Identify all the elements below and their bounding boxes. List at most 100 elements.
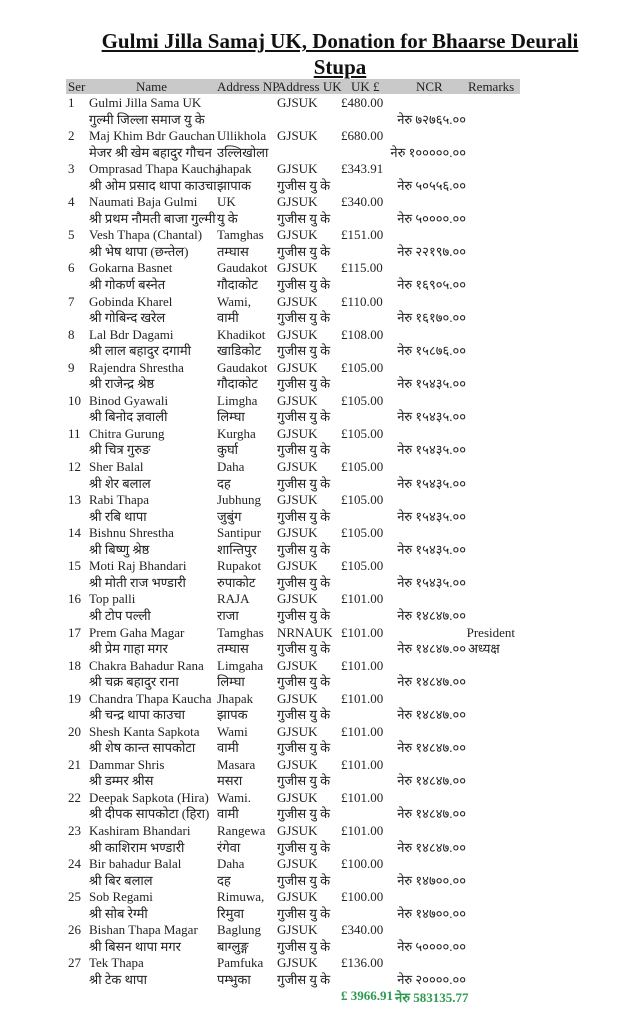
amount-ncr: नेरु १५४३५.०० bbox=[397, 475, 466, 491]
address-uk-en: GJSUK bbox=[277, 492, 318, 508]
table-row: 26 Bishan Thapa Magar श्री बिसन थापा मगर Ba… bbox=[0, 922, 623, 955]
table-row: 5 Vesh Thapa (Chantal) श्री भेष थापा (छन्त… bbox=[0, 227, 623, 260]
amount-gbp: £105.00 bbox=[341, 558, 384, 574]
name-en: Omprasad Thapa Kaucha bbox=[89, 161, 221, 177]
address-np-np: उल्लिखोला bbox=[217, 144, 269, 160]
table-row: 19 Chandra Thapa Kaucha श्री चन्द्र थापा क… bbox=[0, 691, 623, 724]
amount-gbp: £100.00 bbox=[341, 856, 384, 872]
address-np-en: jhapak bbox=[217, 161, 252, 177]
address-uk-np: गुजीस यु के bbox=[277, 177, 331, 193]
name-np: श्री टोप पल्ली bbox=[89, 607, 151, 623]
address-np-np: झापाक bbox=[217, 177, 251, 193]
address-np-en: Wami. bbox=[217, 789, 251, 805]
table-row: 22 Deepak Sapkota (Hira) श्री दीपक सापकोटा… bbox=[0, 790, 623, 823]
ser: 13 bbox=[68, 492, 81, 508]
address-uk-np: गुजीस यु के bbox=[277, 442, 331, 458]
ser: 7 bbox=[68, 293, 75, 309]
address-np-np: जुबुंग bbox=[217, 508, 242, 524]
name-np: श्री प्रेम गाहा मगर bbox=[89, 641, 168, 656]
address-uk-en: GJSUK bbox=[277, 558, 318, 574]
table-row: 9 Rajendra Shrestha श्री राजेन्द्र श्रेष्ठ… bbox=[0, 360, 623, 393]
table-row: 17 Prem Gaha Magar श्री प्रेम गाहा मगर Tamg… bbox=[0, 625, 623, 658]
ser: 12 bbox=[68, 459, 81, 475]
name-en: Vesh Thapa (Chantal) bbox=[89, 227, 203, 243]
amount-ncr: नेरु १४८४७.०० bbox=[397, 773, 466, 789]
ser: 16 bbox=[68, 591, 81, 607]
ser: 9 bbox=[68, 359, 75, 375]
ser: 20 bbox=[68, 723, 81, 739]
address-uk-np: गुजीस यु के bbox=[277, 971, 331, 987]
address-np-en: Jubhung bbox=[217, 492, 262, 508]
address-np-np: तम्घास bbox=[217, 641, 249, 656]
ser: 11 bbox=[68, 425, 81, 441]
amount-gbp: £101.00 bbox=[341, 624, 384, 640]
table-row: 4 Naumati Baja Gulmi श्री प्रथम नौमती बाजा… bbox=[0, 194, 623, 227]
address-uk-en: GJSUK bbox=[277, 789, 318, 805]
amount-ncr: नेरु १४८४७.०० bbox=[397, 839, 466, 855]
name-en: Chakra Bahadur Rana bbox=[89, 657, 204, 673]
name-np: श्री गोबिन्द खरेल bbox=[89, 310, 166, 326]
address-uk-np: गुजीस यु के bbox=[277, 210, 331, 226]
address-np-np: झापक bbox=[217, 707, 248, 723]
total-ncr: नेरु 583135.77 bbox=[395, 990, 469, 1005]
name-np: श्री काशिराम भण्डारी bbox=[89, 839, 185, 855]
name-en: Dammar Shris bbox=[89, 756, 165, 772]
address-uk-np: गुजीस यु के bbox=[277, 475, 331, 491]
amount-gbp: £105.00 bbox=[341, 392, 384, 408]
address-uk-en: GJSUK bbox=[277, 459, 318, 475]
address-np-en: Rimuwa, bbox=[217, 889, 265, 905]
amount-gbp: £110.00 bbox=[341, 293, 383, 309]
address-np-np: बाग्लुङ्ग bbox=[217, 938, 249, 954]
amount-gbp: £100.00 bbox=[341, 889, 384, 905]
address-np-np: गौदाकोट bbox=[217, 376, 258, 392]
ser: 14 bbox=[68, 525, 81, 541]
address-uk-np: गुजीस यु के bbox=[277, 276, 331, 292]
name-np: श्री चन्द्र थापा काउचा bbox=[89, 707, 186, 723]
ser: 21 bbox=[68, 756, 81, 772]
address-np-en: Jhapak bbox=[217, 690, 254, 706]
name-np: श्री सोब रेग्मी bbox=[89, 905, 148, 921]
amount-ncr: नेरु १४८४७.०० bbox=[397, 707, 466, 723]
address-np-np: रंगेवा bbox=[217, 839, 241, 855]
ser: 15 bbox=[68, 558, 81, 574]
address-uk-np: गुजीस यु के bbox=[277, 607, 331, 623]
name-en: Sob Regami bbox=[89, 889, 153, 905]
ser: 5 bbox=[68, 227, 75, 243]
name-np: श्री शेष कान्त सापकोटा bbox=[89, 740, 196, 756]
amount-ncr: नेरु १४८४७.०० bbox=[397, 607, 466, 623]
ser: 4 bbox=[68, 194, 75, 210]
address-np-np: वामी bbox=[217, 310, 239, 326]
address-uk-en: GJSUK bbox=[277, 889, 318, 905]
address-uk-np: गुजीस यु के bbox=[277, 773, 331, 789]
table-row: 23 Kashiram Bhandari श्री काशिराम भण्डारी R… bbox=[0, 823, 623, 856]
address-uk-en: GJSUK bbox=[277, 194, 318, 210]
name-np: गुल्मी जिल्ला समाज यु के bbox=[89, 111, 205, 127]
address-np-en: Limgha bbox=[217, 392, 258, 408]
amount-gbp: £480.00 bbox=[341, 95, 384, 110]
address-np-en: Daha bbox=[217, 459, 245, 475]
name-en: Chitra Gurung bbox=[89, 425, 165, 441]
address-uk-np: गुजीस यु के bbox=[277, 740, 331, 756]
name-np: मेजर श्री खेम बहादुर गौचन bbox=[89, 144, 212, 160]
name-en: Shesh Kanta Sapkota bbox=[89, 723, 200, 739]
ser: 17 bbox=[68, 624, 81, 640]
address-np-np: वामी bbox=[217, 806, 239, 822]
address-uk-en: GJSUK bbox=[277, 227, 318, 243]
ser: 27 bbox=[68, 955, 81, 971]
name-en: Bishnu Shrestha bbox=[89, 525, 174, 541]
ser: 19 bbox=[68, 690, 81, 706]
address-np-en: Baglung bbox=[217, 922, 262, 938]
name-en: Moti Raj Bhandari bbox=[89, 558, 187, 574]
address-uk-en: GJSUK bbox=[277, 525, 318, 541]
address-uk-np: गुजीस यु के bbox=[277, 541, 331, 557]
name-np: श्री टेक थापा bbox=[89, 971, 148, 987]
remark-en: President bbox=[466, 624, 515, 640]
amount-ncr: नेरु ७२७६५.०० bbox=[397, 111, 466, 127]
amount-ncr: नेरु १४८४७.०० bbox=[397, 740, 466, 756]
name-np: श्री चक्र बहादुर राना bbox=[89, 674, 179, 690]
amount-gbp: £105.00 bbox=[341, 492, 384, 508]
ser: 3 bbox=[68, 161, 75, 177]
name-np: श्री बिनोद ज्ञवाली bbox=[89, 409, 168, 425]
table-row: 21 Dammar Shris श्री डम्मर श्रीस Masara मसरा… bbox=[0, 757, 623, 790]
ser: 1 bbox=[68, 95, 75, 110]
